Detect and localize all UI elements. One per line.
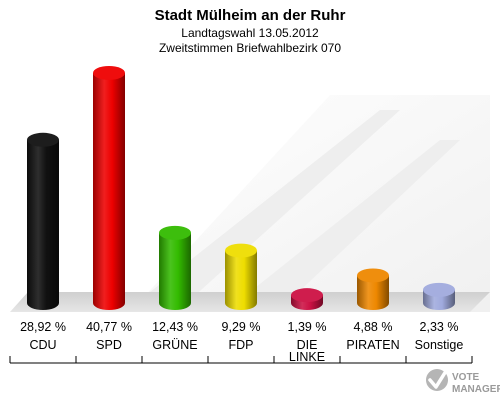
bar-body-cdu	[27, 139, 59, 310]
bar-top-sonstige	[423, 282, 455, 297]
bar-top-cdu	[27, 132, 59, 147]
bar-body-fdp	[225, 250, 257, 310]
bar-cdu	[27, 132, 59, 310]
bar-top-die-linke	[291, 288, 323, 303]
chart-stripes	[140, 110, 460, 300]
value-labels-group: 28,92 % 40,77 % 12,43 % 9,29 % 1,39 % 4,88 % 2…	[20, 320, 458, 334]
category-label-die-linke-line-1: DIE	[297, 338, 318, 352]
chart-subtitle: Landtagswahl 13.05.2012	[181, 26, 319, 40]
value-label-spd: 40,77 %	[86, 320, 132, 334]
value-label-piraten: 4,88 %	[354, 320, 393, 334]
category-label-grüne: GRÜNE	[152, 338, 197, 352]
vote-manager-logo: VOTE MANAGER	[426, 369, 500, 395]
value-label-grüne: 12,43 %	[152, 320, 198, 334]
value-label-die-linke: 1,39 %	[288, 320, 327, 334]
checkmark-icon	[426, 369, 448, 391]
category-label-sonstige: Sonstige	[415, 338, 464, 352]
bar-body-grüne	[159, 232, 191, 310]
category-axis	[9, 356, 473, 364]
category-label-piraten: PIRATEN	[346, 338, 399, 352]
bar-piraten	[357, 268, 389, 310]
value-label-cdu: 28,92 %	[20, 320, 66, 334]
bars-group	[27, 65, 455, 311]
value-label-fdp: 9,29 %	[222, 320, 261, 334]
bar-top-grüne	[159, 225, 191, 240]
bar-die-linke	[291, 288, 323, 310]
value-label-sonstige: 2,33 %	[420, 320, 459, 334]
category-label-spd: SPD	[96, 338, 122, 352]
chart-subtitle-2: Zweitstimmen Briefwahlbezirk 070	[159, 41, 341, 55]
bar-grüne	[159, 225, 191, 310]
bar-spd	[93, 65, 125, 311]
bar-body-spd	[93, 72, 125, 311]
chart-title: Stadt Mülheim an der Ruhr	[155, 7, 346, 24]
bar-top-fdp	[225, 243, 257, 258]
category-label-fdp: FDP	[229, 338, 254, 352]
bar-top-spd	[93, 65, 125, 80]
bar-top-piraten	[357, 268, 389, 283]
bar-fdp	[225, 243, 257, 310]
category-label-die-linke-line-2: LINKE	[289, 350, 325, 364]
logo-text-manager: MANAGER	[452, 384, 500, 395]
bar-body-piraten	[357, 275, 389, 310]
logo-text-vote: VOTE	[452, 372, 480, 383]
bar-sonstige	[423, 282, 455, 310]
category-label-cdu: CDU	[29, 338, 56, 352]
